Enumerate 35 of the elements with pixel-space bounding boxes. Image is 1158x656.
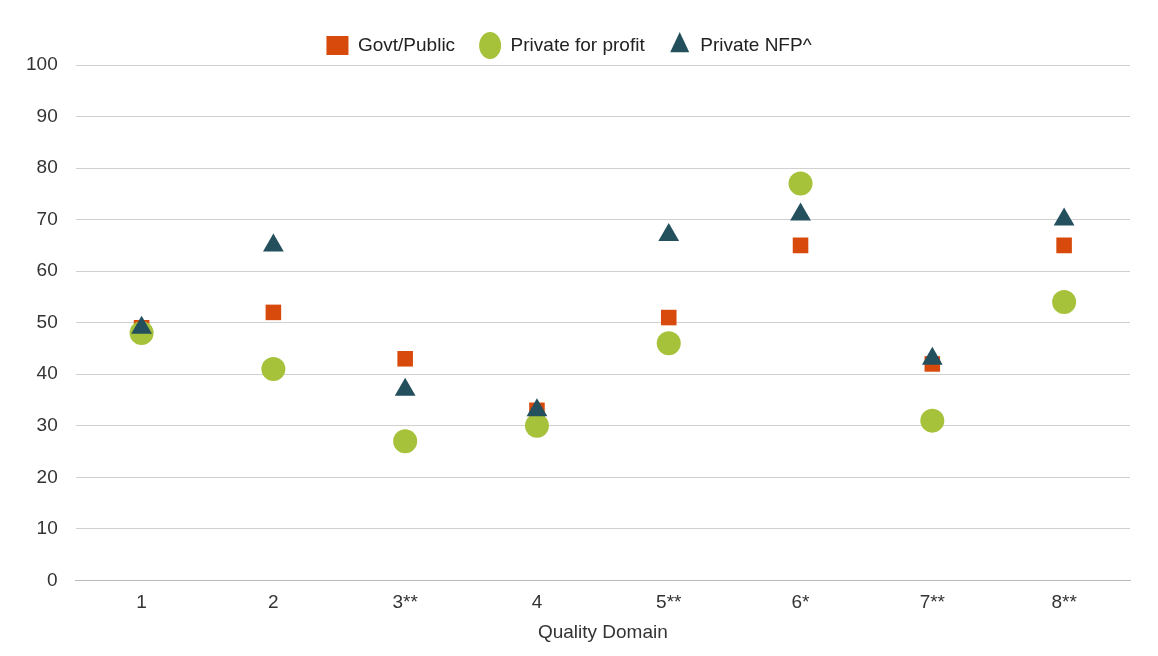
point <box>792 237 809 254</box>
point <box>397 351 413 367</box>
y-tick-label: 50 <box>36 310 58 332</box>
point <box>656 331 681 356</box>
y-tick-label: 90 <box>36 104 58 126</box>
x-tick-label: 7** <box>919 591 946 613</box>
y-tick-label: 100 <box>26 53 58 75</box>
point <box>261 357 286 382</box>
point <box>393 429 418 454</box>
legend-label: Private NFP^ <box>700 33 812 55</box>
point <box>1056 237 1072 254</box>
y-tick-label: 10 <box>36 517 58 539</box>
point <box>524 413 549 438</box>
point <box>265 304 282 321</box>
x-tick-label: 6* <box>791 591 811 613</box>
point <box>660 309 677 326</box>
x-tick-label: 4 <box>531 591 543 613</box>
x-tick-label: 8** <box>1051 591 1078 613</box>
point <box>1052 290 1077 315</box>
y-tick-label: 80 <box>36 156 58 178</box>
y-tick-label: 60 <box>36 259 58 281</box>
y-tick-label: 40 <box>36 362 58 384</box>
legend-label: Govt/Public <box>357 33 456 55</box>
y-tick-label: 0 <box>47 568 58 590</box>
x-tick-label: 2 <box>268 591 279 613</box>
point <box>788 171 813 196</box>
x-tick-label: 5** <box>656 591 683 613</box>
y-tick-label: 70 <box>36 207 58 229</box>
x-tick-label: 3** <box>392 591 419 613</box>
y-tick-label: 20 <box>36 465 58 487</box>
legend-label: Private for profit <box>510 33 646 55</box>
point <box>920 408 945 433</box>
x-tick-label: 1 <box>136 591 147 613</box>
x-axis-title: Quality Domain <box>537 620 668 642</box>
y-tick-label: 30 <box>36 414 58 436</box>
